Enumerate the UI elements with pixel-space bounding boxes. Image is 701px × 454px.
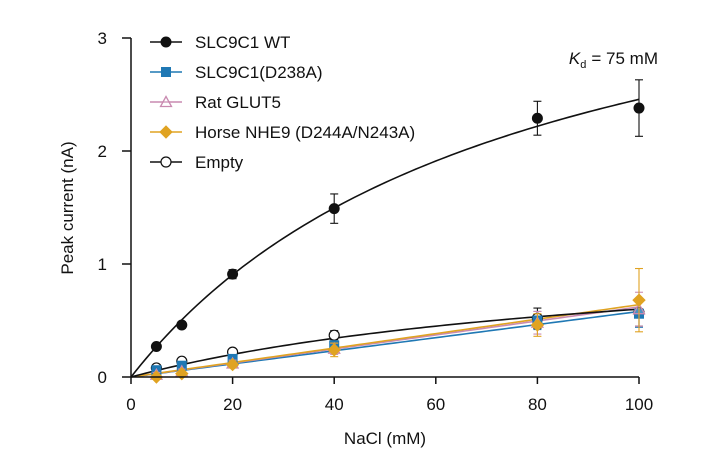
legend-item: Rat GLUT5 — [150, 93, 281, 112]
legend-marker — [161, 67, 171, 77]
x-tick-label: 80 — [528, 395, 547, 414]
series-2 — [149, 291, 646, 380]
data-point — [328, 329, 340, 341]
legend-item: SLC9C1(D238A) — [150, 63, 323, 82]
data-point — [225, 357, 240, 372]
data-point — [632, 293, 646, 307]
x-tick-label: 40 — [325, 395, 344, 414]
y-axis: 0 1 2 3 — [98, 29, 132, 387]
legend-item: Empty — [150, 153, 244, 172]
legend-marker — [160, 36, 172, 48]
fit-curve-series-0 — [130, 98, 640, 378]
legend-label: SLC9C1 WT — [195, 33, 290, 52]
x-axis-label: NaCl (mM) — [344, 429, 426, 448]
legend-marker — [160, 156, 172, 168]
x-tick-label: 100 — [625, 395, 653, 414]
legend-label: Rat GLUT5 — [195, 93, 281, 112]
data-point — [150, 340, 162, 352]
legend-item: Horse NHE9 (D244A/N243A) — [150, 123, 415, 142]
plot-area — [130, 79, 646, 384]
legend-label: SLC9C1(D238A) — [195, 63, 323, 82]
data-point — [530, 318, 545, 332]
kd-symbol: K — [569, 49, 581, 68]
legend-label: Empty — [195, 153, 244, 172]
y-tick-label: 1 — [98, 255, 107, 274]
y-tick-label: 2 — [98, 142, 107, 161]
data-point — [328, 203, 340, 215]
data-point — [327, 343, 341, 357]
kd-subscript: d — [580, 59, 586, 71]
y-axis-label: Peak current (nA) — [58, 141, 77, 274]
legend-marker — [159, 125, 173, 139]
data-point — [176, 319, 188, 331]
x-tick-label: 0 — [126, 395, 135, 414]
legend-item: SLC9C1 WT — [150, 33, 290, 52]
x-axis: 0 20 40 60 80 100 — [126, 376, 653, 414]
kd-annotation: Kd = 75 mM — [569, 49, 658, 71]
data-point — [531, 112, 543, 124]
fit-curve-series-4 — [130, 308, 640, 378]
legend-marker — [159, 95, 173, 108]
fit-curve-series-3 — [130, 303, 640, 378]
y-tick-label: 0 — [98, 368, 107, 387]
legend: SLC9C1 WT SLC9C1(D238A) Rat GLUT5 Horse NHE… — [150, 33, 415, 172]
legend-label: Horse NHE9 (D244A/N243A) — [195, 123, 415, 142]
series-4 — [150, 298, 645, 374]
kd-value: = 75 mM — [591, 49, 658, 68]
x-tick-label: 20 — [223, 395, 242, 414]
x-tick-label: 60 — [426, 395, 445, 414]
data-point — [633, 102, 645, 114]
series-3 — [149, 267, 646, 384]
series-0 — [150, 79, 645, 352]
y-tick-label: 3 — [98, 29, 107, 48]
data-point — [227, 268, 239, 280]
